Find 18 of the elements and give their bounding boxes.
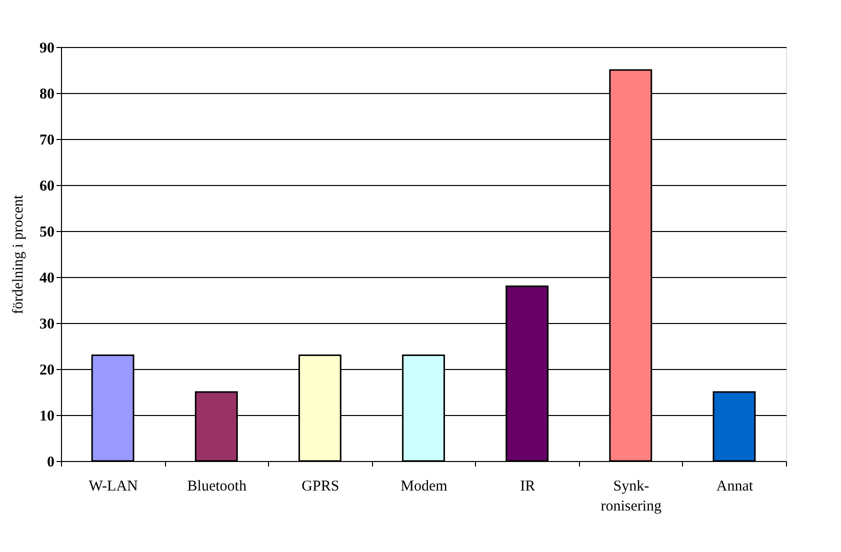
y-tick-label: 30 (40, 316, 54, 332)
y-axis-title: fördelning i procent (10, 194, 26, 314)
y-tick-label: 20 (40, 362, 54, 378)
y-tick-label: 80 (40, 86, 54, 102)
y-tick-label: 0 (47, 454, 54, 470)
x-tick-label: GPRS (302, 478, 340, 494)
x-tick-label: IR (520, 478, 536, 494)
y-tick-label: 50 (40, 224, 54, 240)
x-tick-label: Synk- ronisering (600, 478, 662, 514)
x-tick-label: Bluetooth (187, 478, 247, 494)
x-tick-label: Annat (716, 478, 754, 494)
y-tick-label: 70 (40, 132, 54, 148)
y-tick-label: 10 (40, 408, 54, 424)
y-tick-label: 90 (40, 40, 54, 56)
y-tick-label: 60 (40, 178, 54, 194)
x-tick-label: W-LAN (88, 478, 138, 494)
x-tick-label: Modem (400, 478, 448, 494)
y-tick-label: 40 (40, 270, 54, 286)
